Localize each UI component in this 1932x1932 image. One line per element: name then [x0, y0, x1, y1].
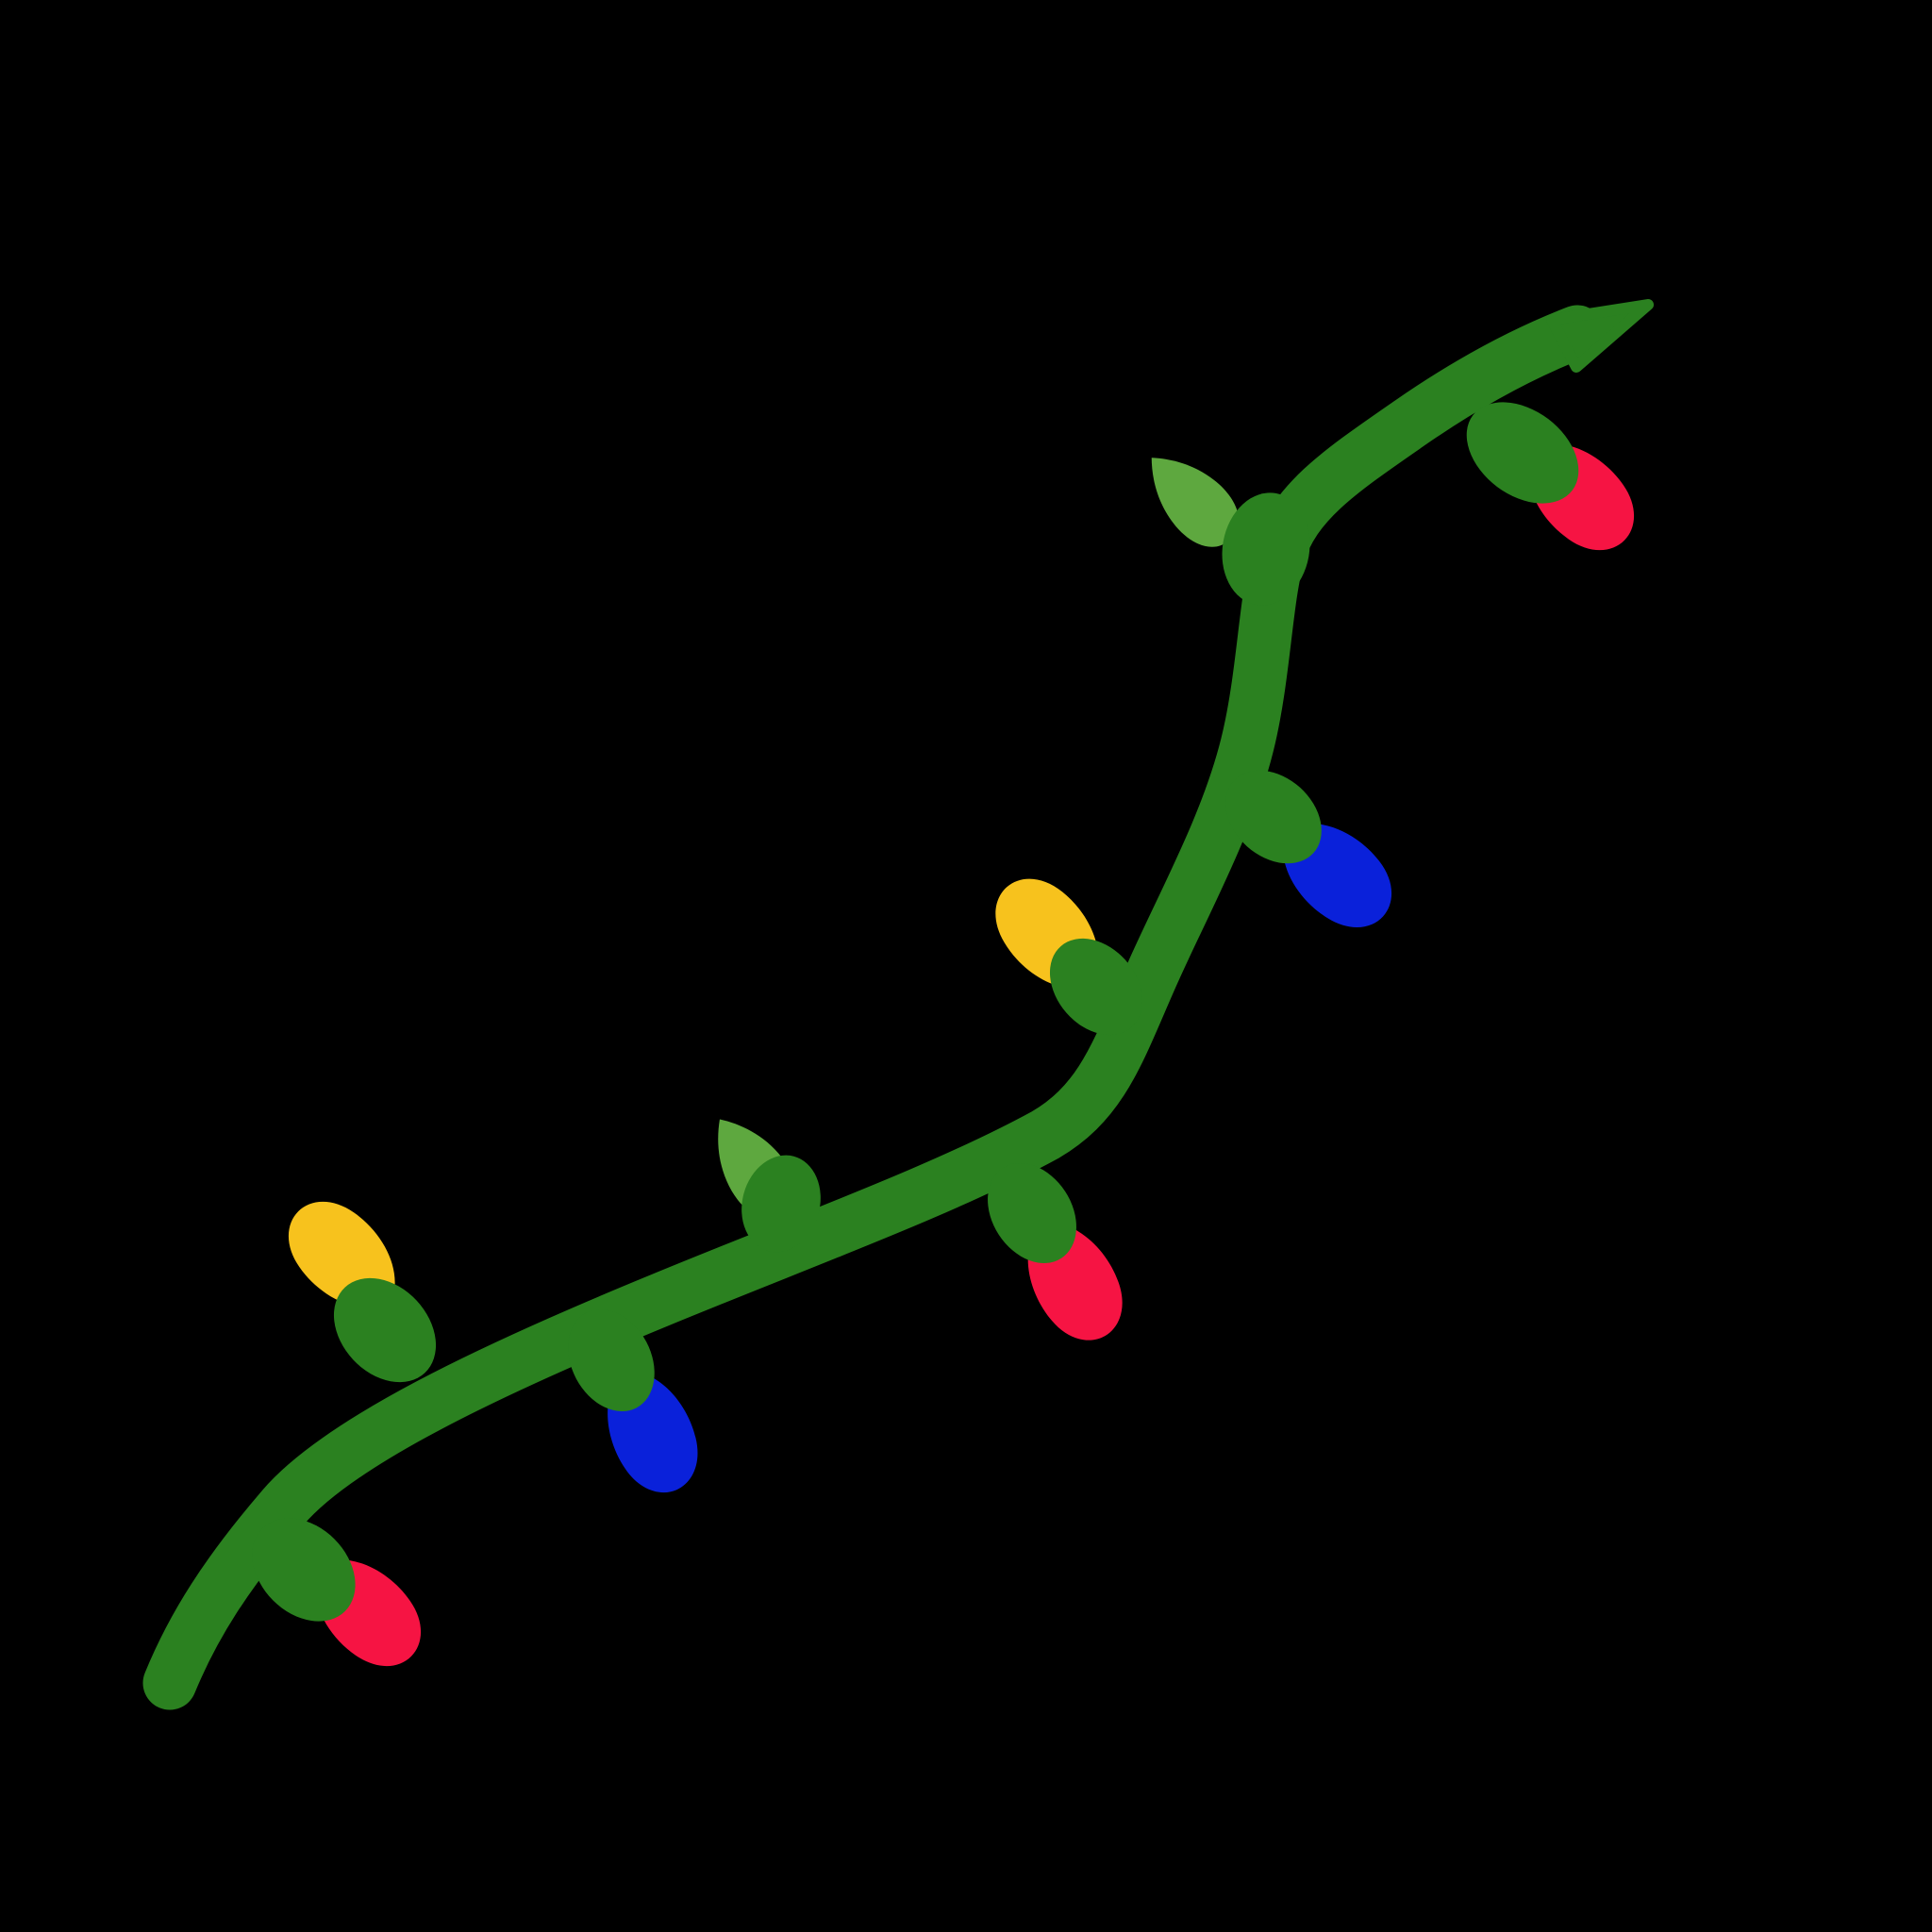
light-wire: [142, 305, 1605, 1710]
socket-red-bottom-left: [252, 1518, 356, 1622]
socket-leaf-center: [741, 1155, 821, 1253]
leaf-top: [1151, 458, 1239, 547]
socket-blue-upper: [1225, 770, 1322, 864]
socket-blue-left: [568, 1308, 655, 1412]
socket-red-center: [988, 1163, 1076, 1263]
socket-red-top-right: [1466, 402, 1579, 504]
socket-leaf-top: [1222, 492, 1310, 606]
socket-yellow-left: [333, 1277, 437, 1383]
socket-yellow-middle: [1049, 938, 1143, 1036]
wire-tip-taper: [1546, 299, 1654, 373]
